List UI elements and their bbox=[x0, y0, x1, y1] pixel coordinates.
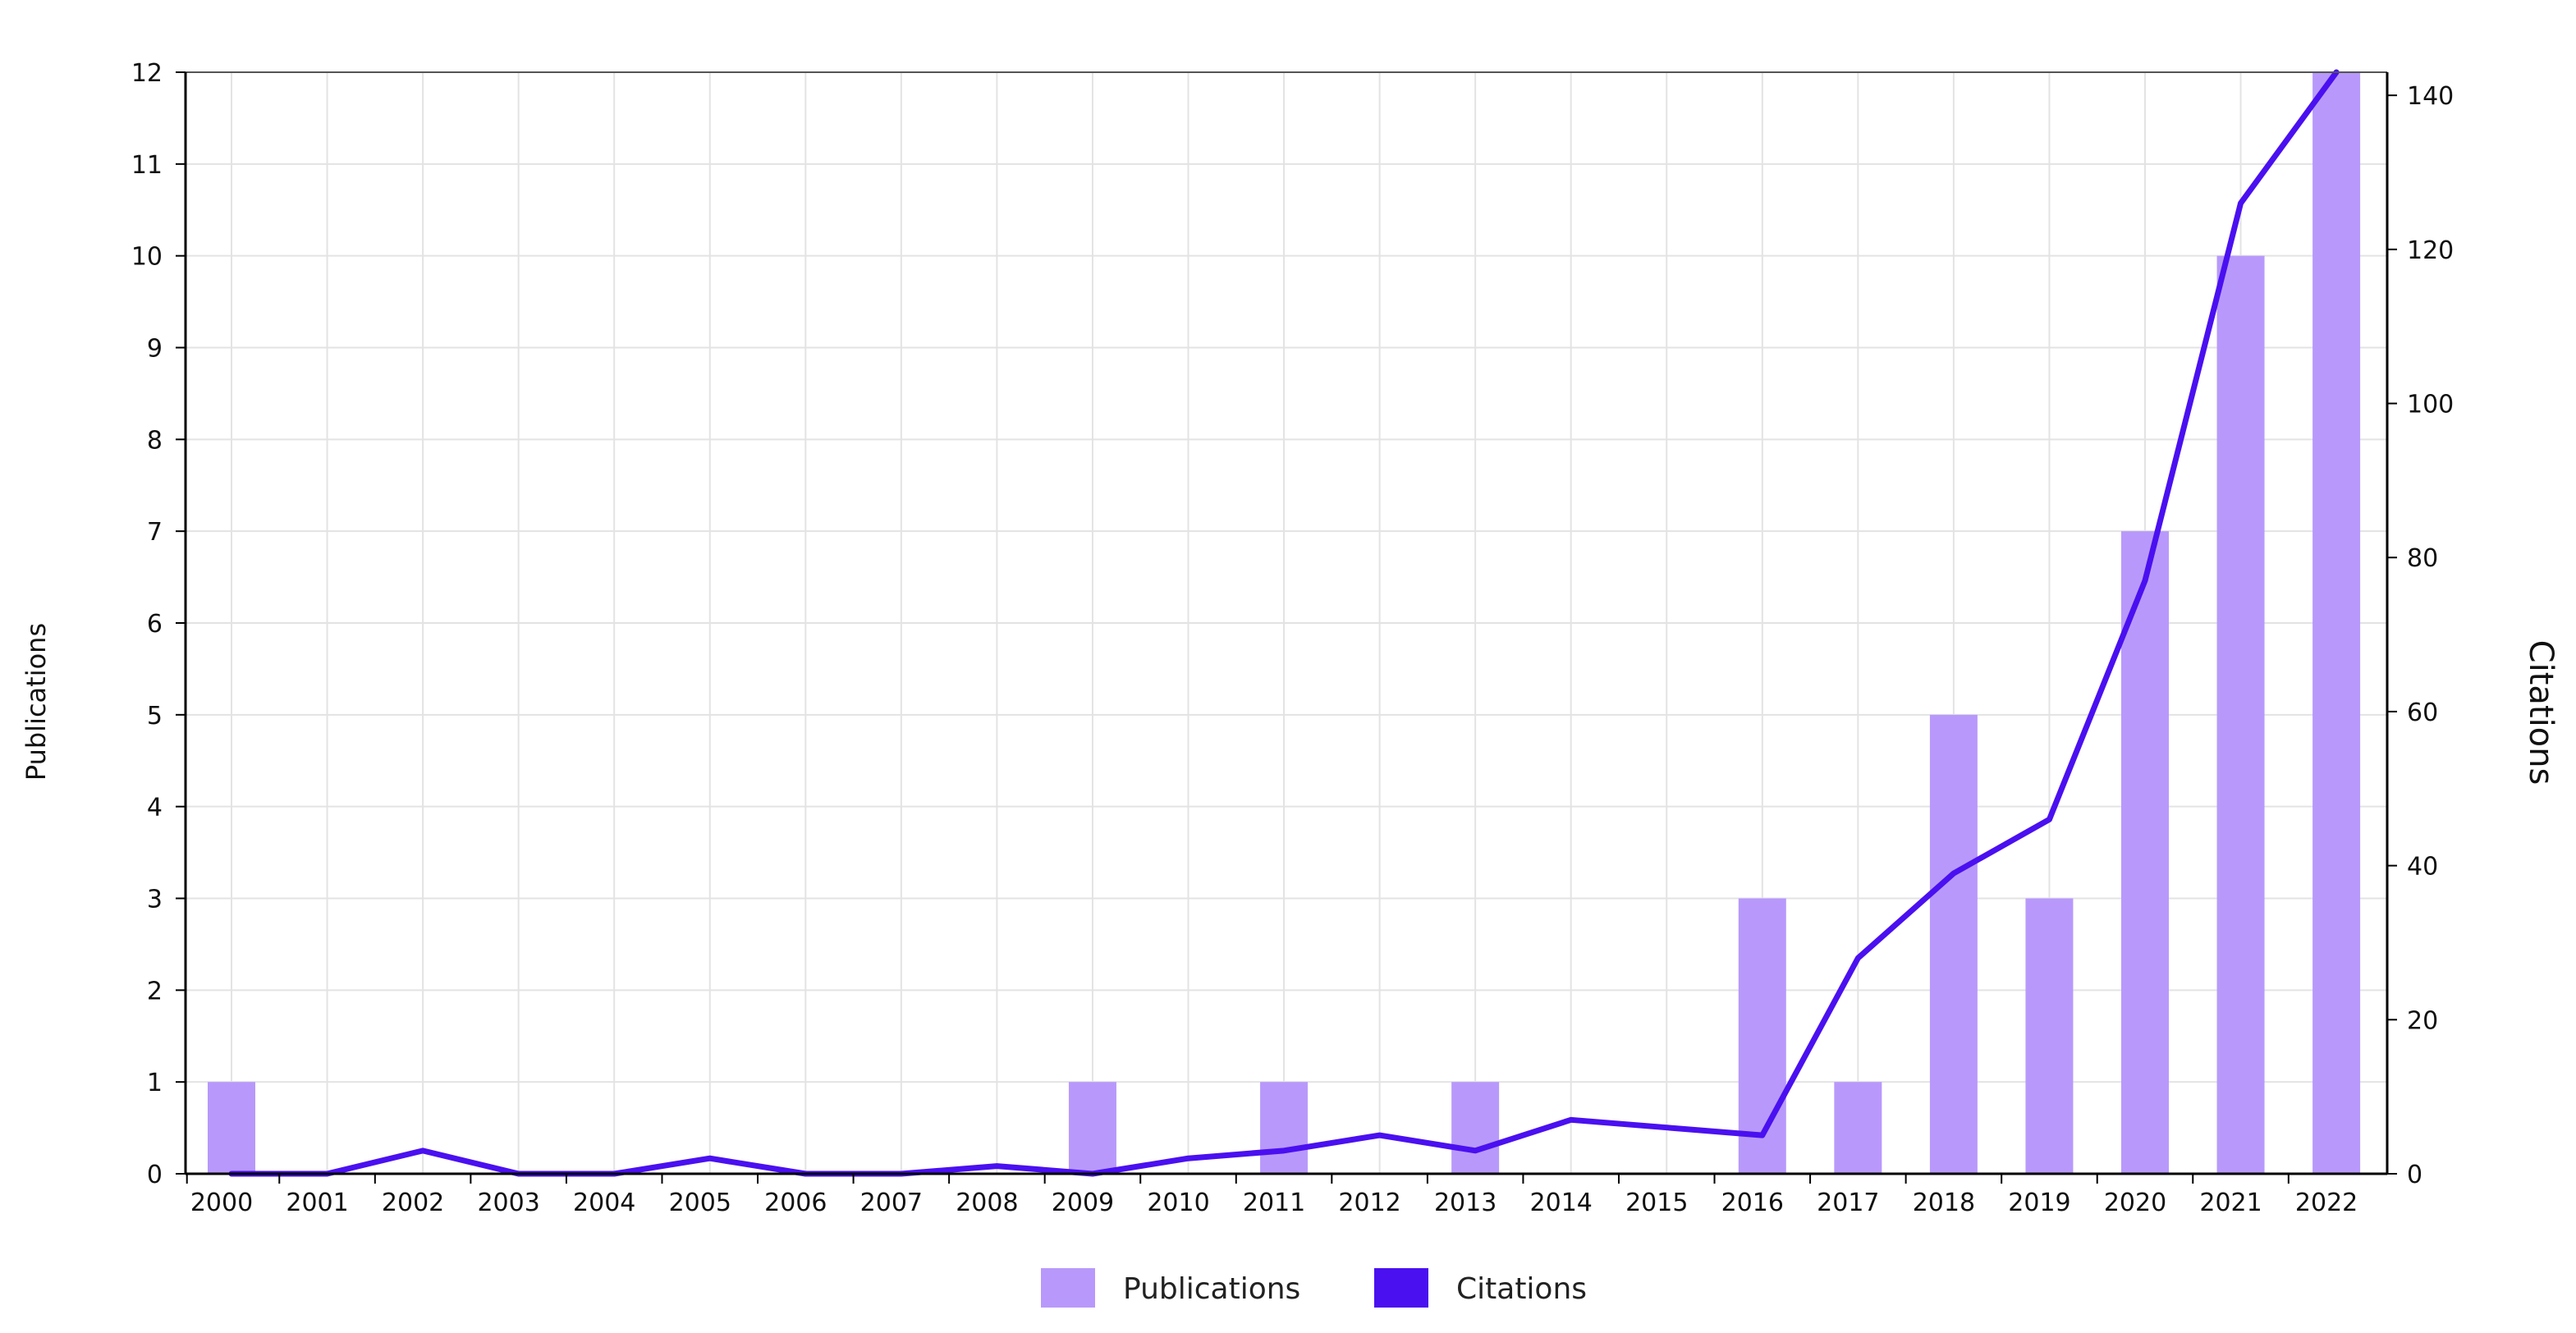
grid-layer bbox=[186, 72, 2387, 1174]
x-tick-label: 2001 bbox=[286, 1189, 348, 1217]
point-citations[interactable] bbox=[420, 1147, 426, 1153]
legend-label-citations: Citations bbox=[1456, 1272, 1587, 1306]
right-y-tick-label: 20 bbox=[2407, 1006, 2438, 1035]
right-y-tick-label: 40 bbox=[2407, 853, 2438, 882]
left-y-tick-label: 7 bbox=[147, 518, 163, 547]
x-tick-label: 2010 bbox=[1147, 1189, 1209, 1217]
left-y-tick-label: 8 bbox=[147, 426, 163, 455]
point-citations[interactable] bbox=[1855, 955, 1861, 961]
x-tick-label: 2003 bbox=[477, 1189, 539, 1217]
x-tick-label: 2016 bbox=[1721, 1189, 1784, 1217]
left-y-tick-label: 3 bbox=[147, 886, 163, 914]
legend-item-citations[interactable]: Citations bbox=[1374, 1268, 1587, 1308]
legend-item-publications[interactable]: Publications bbox=[1041, 1268, 1300, 1308]
bar-publications[interactable] bbox=[2121, 531, 2169, 1174]
x-tick-label: 2005 bbox=[669, 1189, 731, 1217]
x-tick-label: 2018 bbox=[1913, 1189, 1975, 1217]
left-y-tick-label: 9 bbox=[147, 335, 163, 364]
bar-publications[interactable] bbox=[2025, 898, 2074, 1175]
point-citations[interactable] bbox=[1664, 1125, 1670, 1130]
right-y-tick-label: 60 bbox=[2407, 699, 2438, 727]
point-citations[interactable] bbox=[994, 1163, 1000, 1169]
point-citations[interactable] bbox=[1281, 1147, 1287, 1153]
left-y-tick-label: 10 bbox=[131, 243, 163, 272]
x-tick-label: 2012 bbox=[1338, 1189, 1400, 1217]
x-tick-label: 2008 bbox=[956, 1189, 1018, 1217]
x-tick-label: 2004 bbox=[573, 1189, 635, 1217]
bar-publications[interactable] bbox=[2216, 255, 2265, 1175]
legend-label-publications: Publications bbox=[1123, 1272, 1300, 1306]
left-y-tick-label: 2 bbox=[147, 977, 163, 1005]
right-y-tick-label: 140 bbox=[2407, 82, 2454, 111]
x-tick-label: 2021 bbox=[2199, 1189, 2262, 1217]
point-citations[interactable] bbox=[1759, 1133, 1765, 1138]
legend: Publications Citations bbox=[1041, 1268, 1587, 1308]
right-y-tick-label: 100 bbox=[2407, 391, 2454, 419]
left-y-tick-label: 11 bbox=[131, 151, 163, 180]
x-tick-label: 2000 bbox=[190, 1189, 253, 1217]
bar-publications[interactable] bbox=[1068, 1082, 1116, 1174]
point-citations[interactable] bbox=[1568, 1117, 1574, 1123]
legend-swatch-publications bbox=[1041, 1268, 1095, 1308]
x-tick-label: 2002 bbox=[382, 1189, 444, 1217]
x-tick-label: 2009 bbox=[1052, 1189, 1114, 1217]
x-tick-label: 2015 bbox=[1625, 1189, 1688, 1217]
bar-publications[interactable] bbox=[1834, 1082, 1882, 1174]
x-tick-label: 2020 bbox=[2104, 1189, 2166, 1217]
bar-publications[interactable] bbox=[1451, 1082, 1500, 1174]
right-y-tick-label: 0 bbox=[2407, 1161, 2422, 1189]
right-y-tick-label: 80 bbox=[2407, 544, 2438, 573]
point-citations[interactable] bbox=[1950, 871, 1956, 876]
x-tick-label: 2014 bbox=[1530, 1189, 1593, 1217]
point-citations[interactable] bbox=[2238, 200, 2244, 206]
point-citations[interactable] bbox=[707, 1156, 713, 1161]
left-y-tick-label: 5 bbox=[147, 702, 163, 731]
point-citations[interactable] bbox=[1473, 1147, 1478, 1153]
legend-swatch-citations bbox=[1374, 1268, 1428, 1308]
right-y-axis-title: Citations bbox=[2522, 640, 2560, 786]
point-citations[interactable] bbox=[1185, 1156, 1191, 1161]
bar-publications[interactable] bbox=[1929, 714, 1978, 1174]
bar-publications[interactable] bbox=[1738, 898, 1786, 1175]
right-y-tick-label: 120 bbox=[2407, 236, 2454, 265]
left-y-tick-label: 4 bbox=[147, 794, 163, 822]
x-tick-label: 2013 bbox=[1434, 1189, 1497, 1217]
x-tick-label: 2017 bbox=[1817, 1189, 1879, 1217]
left-y-tick-label: 12 bbox=[131, 59, 163, 88]
bar-publications[interactable] bbox=[2312, 72, 2361, 1174]
point-citations[interactable] bbox=[2047, 817, 2052, 822]
left-y-tick-label: 0 bbox=[147, 1161, 163, 1189]
point-citations[interactable] bbox=[2143, 578, 2147, 584]
x-tick-label: 2011 bbox=[1243, 1189, 1305, 1217]
x-tick-label: 2006 bbox=[764, 1189, 827, 1217]
x-tick-label: 2007 bbox=[860, 1189, 923, 1217]
left-y-tick-label: 6 bbox=[147, 610, 163, 639]
point-citations[interactable] bbox=[1377, 1133, 1382, 1138]
left-y-tick-label: 1 bbox=[147, 1069, 163, 1097]
bar-layer bbox=[208, 72, 2361, 1175]
bar-publications[interactable] bbox=[1260, 1082, 1309, 1174]
x-tick-label: 2019 bbox=[2008, 1189, 2070, 1217]
x-tick-label: 2022 bbox=[2295, 1189, 2358, 1217]
bar-publications[interactable] bbox=[208, 1082, 255, 1174]
left-y-axis-title: Publications bbox=[21, 623, 52, 781]
